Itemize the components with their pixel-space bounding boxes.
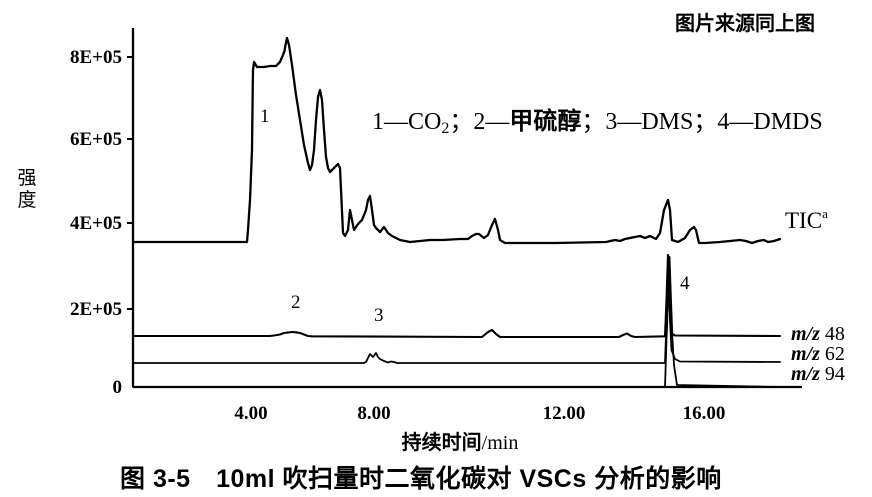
svg-text:4E+05: 4E+05 bbox=[70, 213, 122, 234]
svg-text:持续时间/min: 持续时间/min bbox=[402, 430, 519, 454]
svg-text:2E+05: 2E+05 bbox=[70, 299, 122, 320]
svg-text:图片来源同上图: 图片来源同上图 bbox=[675, 11, 815, 35]
svg-text:强: 强 bbox=[17, 168, 36, 189]
svg-text:0: 0 bbox=[113, 377, 123, 398]
svg-text:16.00: 16.00 bbox=[683, 403, 726, 424]
svg-text:1: 1 bbox=[260, 106, 270, 127]
svg-text:度: 度 bbox=[17, 189, 36, 211]
svg-text:m/z 48: m/z 48 bbox=[791, 323, 845, 345]
svg-text:4.00: 4.00 bbox=[234, 403, 267, 424]
svg-text:6E+05: 6E+05 bbox=[70, 129, 122, 150]
svg-text:4: 4 bbox=[680, 273, 690, 294]
svg-text:m/z 94: m/z 94 bbox=[791, 363, 845, 385]
svg-text:8E+05: 8E+05 bbox=[70, 47, 122, 68]
svg-text:1—CO2；2—甲硫醇；3—DMS；4—DMDS: 1—CO2；2—甲硫醇；3—DMS；4—DMDS bbox=[372, 107, 823, 137]
svg-text:m/z 62: m/z 62 bbox=[791, 343, 845, 365]
svg-text:12.00: 12.00 bbox=[543, 403, 586, 424]
svg-text:8.00: 8.00 bbox=[357, 403, 390, 424]
svg-text:图 3-5 10ml 吹扫量时二氧化碳对 VSCs 分析的影: 图 3-5 10ml 吹扫量时二氧化碳对 VSCs 分析的影响 bbox=[120, 464, 722, 493]
svg-text:TICa: TICa bbox=[785, 206, 828, 233]
svg-text:2: 2 bbox=[291, 292, 301, 313]
svg-text:3: 3 bbox=[374, 305, 384, 326]
